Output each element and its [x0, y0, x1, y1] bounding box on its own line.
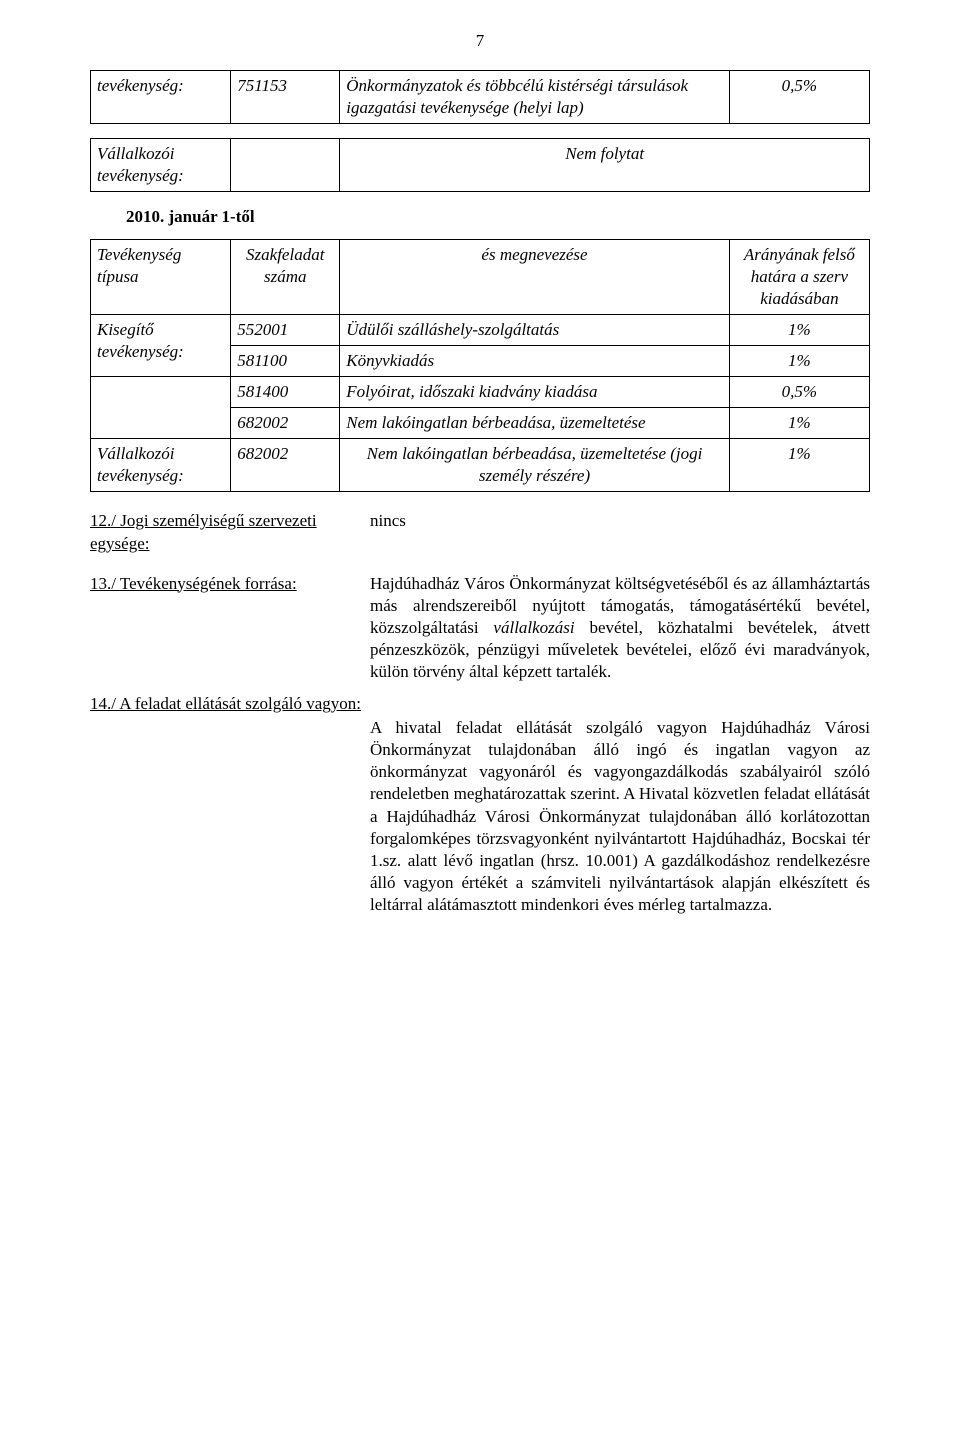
cell-activity-label: tevékenység:	[91, 71, 231, 124]
cell-activity-label: Kisegítő tevékenység:	[91, 314, 231, 376]
cell-description: Folyóirat, időszaki kiadvány kiadása	[340, 377, 730, 408]
header-name: és megnevezése	[340, 239, 730, 314]
page-number: 7	[90, 30, 870, 52]
table-row: Vállalkozói tevékenység: 682002 Nem lakó…	[91, 439, 870, 492]
cell-activity-label: Vállalkozói tevékenység:	[91, 439, 231, 492]
cell-description: Nem lakóingatlan bérbeadása, üzemeltetés…	[340, 439, 730, 492]
table-row: Tevékenység típusa Szakfeladat száma és …	[91, 239, 870, 314]
section-13-label: 13./ Tevékenységének forrása:	[90, 573, 370, 595]
cell-description: Üdülői szálláshely-szolgáltatás	[340, 314, 730, 345]
cell-percent: 1%	[729, 345, 869, 376]
section-12-value: nincs	[370, 510, 406, 532]
table-row: tevékenység: 751153 Önkormányzatok és tö…	[91, 71, 870, 124]
section-12: 12./ Jogi személyiségű szervezeti egység…	[90, 510, 870, 554]
section-14-label: 14./ A feladat ellátását szolgáló vagyon…	[90, 694, 361, 713]
table-activity-1b: Vállalkozói tevékenység: Nem folytat	[90, 138, 870, 192]
cell-percent: 0,5%	[729, 71, 869, 124]
cell-percent: 1%	[729, 408, 869, 439]
cell-code: 682002	[231, 439, 340, 492]
cell-description: Önkormányzatok és többcélú kistérségi tá…	[340, 71, 730, 124]
header-type: Tevékenység típusa	[91, 239, 231, 314]
cell-empty	[231, 139, 340, 192]
cell-percent: 0,5%	[729, 377, 869, 408]
cell-description: Nem folytat	[340, 139, 870, 192]
cell-percent: 1%	[729, 439, 869, 492]
section-13: 13./ Tevékenységének forrása: Hajdúhadhá…	[90, 573, 870, 683]
table-row: Vállalkozói tevékenység: Nem folytat	[91, 139, 870, 192]
table-activity-1: tevékenység: 751153 Önkormányzatok és tö…	[90, 70, 870, 124]
section-13-body-em: vállalkozási	[493, 618, 574, 637]
header-code: Szakfeladat száma	[231, 239, 340, 314]
cell-code: 581400	[231, 377, 340, 408]
cell-empty	[91, 377, 231, 439]
cell-code: 682002	[231, 408, 340, 439]
table-row: Kisegítő tevékenység: 552001 Üdülői szál…	[91, 314, 870, 345]
cell-code: 751153	[231, 71, 340, 124]
cell-percent: 1%	[729, 314, 869, 345]
cell-code: 581100	[231, 345, 340, 376]
section-13-label-text: 13./ Tevékenységének forrása:	[90, 574, 297, 593]
header-ratio: Arányának felső határa a szerv kiadásába…	[729, 239, 869, 314]
date-heading: 2010. január 1-től	[126, 206, 870, 228]
cell-activity-label: Vállalkozói tevékenység:	[91, 139, 231, 192]
section-12-label: 12./ Jogi személyiségű szervezeti egység…	[90, 510, 370, 554]
cell-description: Nem lakóingatlan bérbeadása, üzemeltetés…	[340, 408, 730, 439]
section-12-label-text: 12./ Jogi személyiségű szervezeti egység…	[90, 511, 317, 552]
table-activity-2-clean: Tevékenység típusa Szakfeladat száma és …	[90, 239, 870, 493]
section-13-body: Hajdúhadház Város Önkormányzat költségve…	[370, 573, 870, 683]
section-14: 14./ A feladat ellátását szolgáló vagyon…	[90, 693, 870, 916]
table-row: 581400 Folyóirat, időszaki kiadvány kiad…	[91, 377, 870, 408]
section-14-body: A hivatal feladat ellátását szolgáló vag…	[370, 717, 870, 916]
cell-description: Könyvkiadás	[340, 345, 730, 376]
cell-code: 552001	[231, 314, 340, 345]
